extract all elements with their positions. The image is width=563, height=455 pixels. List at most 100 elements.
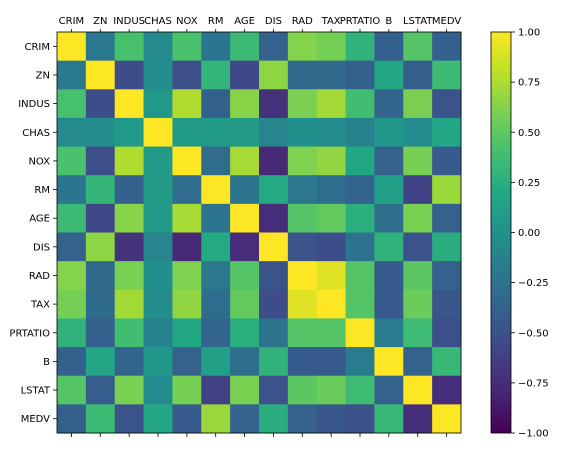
heatmap-cell bbox=[259, 32, 289, 62]
heatmap-cell bbox=[172, 89, 202, 119]
heatmap-cell bbox=[432, 60, 462, 90]
heatmap-cell bbox=[201, 175, 231, 205]
heatmap-cell bbox=[114, 318, 145, 348]
heatmap-cell bbox=[143, 32, 173, 62]
heatmap-cell bbox=[172, 203, 202, 233]
colorbar-tick-label: 0.50 bbox=[518, 128, 540, 139]
heatmap-cell bbox=[230, 32, 260, 62]
plot-frame bbox=[56, 31, 462, 434]
x-tick-label: PRTATIO bbox=[340, 16, 381, 27]
heatmap-cell bbox=[230, 289, 260, 319]
heatmap-cell bbox=[316, 289, 347, 319]
heatmap-cell bbox=[230, 232, 260, 262]
heatmap-cell bbox=[114, 289, 145, 319]
heatmap-cell bbox=[432, 375, 462, 405]
x-tick-label: TAX bbox=[321, 16, 341, 27]
heatmap-cell bbox=[172, 375, 202, 405]
heatmap-cell bbox=[287, 175, 318, 205]
heatmap-cell bbox=[287, 347, 318, 377]
heatmap-cell bbox=[316, 232, 347, 262]
heatmap-cell bbox=[143, 375, 173, 405]
heatmap-cell bbox=[345, 375, 375, 405]
heatmap-cell bbox=[85, 60, 116, 90]
y-tick-label: MEDV bbox=[21, 414, 50, 425]
heatmap-cell bbox=[287, 203, 318, 233]
heatmap-cell bbox=[345, 232, 375, 262]
heatmap-cell bbox=[403, 289, 433, 319]
heatmap-cell bbox=[172, 146, 202, 176]
heatmap-cell bbox=[230, 261, 260, 291]
heatmap-cell bbox=[57, 203, 87, 233]
heatmap-cell bbox=[201, 375, 231, 405]
y-tick-label: NOX bbox=[28, 156, 50, 167]
heatmap-cell bbox=[201, 289, 231, 319]
heatmap-cell bbox=[201, 232, 231, 262]
heatmap-cell bbox=[85, 289, 116, 319]
heatmap-cell bbox=[57, 32, 87, 62]
heatmap-cell bbox=[287, 32, 318, 62]
heatmap-cell bbox=[287, 232, 318, 262]
heatmap-cell bbox=[85, 117, 116, 148]
heatmap-cell bbox=[201, 89, 231, 119]
heatmap-cell bbox=[143, 203, 173, 233]
heatmap-cell bbox=[259, 347, 289, 377]
heatmap-cell bbox=[316, 347, 347, 377]
heatmap-cell bbox=[345, 60, 375, 90]
heatmap-cell bbox=[57, 60, 87, 90]
colorbar-tick-label: 1.00 bbox=[518, 28, 540, 39]
heatmap-cell bbox=[316, 146, 347, 176]
heatmap-cell bbox=[345, 261, 375, 291]
heatmap-cell bbox=[432, 404, 462, 434]
heatmap-cell bbox=[259, 261, 289, 291]
heatmap-cell bbox=[316, 261, 347, 291]
colorbar-tick-label: −0.25 bbox=[518, 278, 549, 289]
heatmap-cell bbox=[403, 347, 433, 377]
heatmap-cell bbox=[143, 347, 173, 377]
heatmap-cell bbox=[85, 32, 116, 62]
y-tick-label: CHAS bbox=[22, 128, 50, 139]
heatmap-cell bbox=[114, 146, 145, 176]
x-axis-ticks: CRIM ZN INDUS CHAS NOX RM AGE DIS RAD TAX PRTATIO B… bbox=[59, 16, 461, 437]
heatmap-cell bbox=[374, 375, 404, 405]
heatmap-cell bbox=[230, 60, 260, 90]
heatmap-cell bbox=[143, 318, 173, 348]
heatmap-cell bbox=[345, 117, 375, 148]
heatmap-cell bbox=[316, 117, 347, 148]
heatmap-cell bbox=[403, 175, 433, 205]
heatmap-cell bbox=[432, 32, 462, 62]
heatmap-cell bbox=[374, 89, 404, 119]
heatmap-cell bbox=[201, 117, 231, 148]
colorbar-tick-label: −0.75 bbox=[518, 378, 549, 389]
heatmap-cell bbox=[287, 261, 318, 291]
heatmap-cell bbox=[259, 375, 289, 405]
heatmap-cell bbox=[201, 146, 231, 176]
heatmap-cell bbox=[287, 375, 318, 405]
heatmap-cell bbox=[114, 32, 145, 62]
heatmap-cell bbox=[114, 60, 145, 90]
heatmap-cell bbox=[114, 232, 145, 262]
heatmap-cell bbox=[287, 318, 318, 348]
heatmap-cell bbox=[172, 232, 202, 262]
heatmap-cell bbox=[316, 89, 347, 119]
heatmap-cell bbox=[57, 175, 87, 205]
heatmap-cell bbox=[374, 175, 404, 205]
x-tick-label: ZN bbox=[93, 16, 107, 27]
heatmap-cell bbox=[143, 117, 173, 148]
colorbar-tick-label: 0.25 bbox=[518, 178, 540, 189]
heatmap-cell bbox=[432, 232, 462, 262]
heatmap-cell bbox=[143, 232, 173, 262]
x-tick-label: B bbox=[385, 16, 392, 27]
colorbar-tick-label: −0.50 bbox=[518, 328, 549, 339]
heatmap-cell bbox=[114, 375, 145, 405]
heatmap-cell bbox=[201, 60, 231, 90]
heatmap-cell bbox=[432, 318, 462, 348]
heatmap-cell bbox=[287, 146, 318, 176]
y-tick-label: CRIM bbox=[24, 42, 50, 53]
heatmap-cell bbox=[85, 375, 116, 405]
heatmap-cell bbox=[259, 203, 289, 233]
heatmap-cell bbox=[403, 375, 433, 405]
heatmap-cell bbox=[403, 32, 433, 62]
heatmap-cell bbox=[172, 175, 202, 205]
x-tick-label: DIS bbox=[265, 16, 282, 27]
heatmap-cell bbox=[172, 318, 202, 348]
